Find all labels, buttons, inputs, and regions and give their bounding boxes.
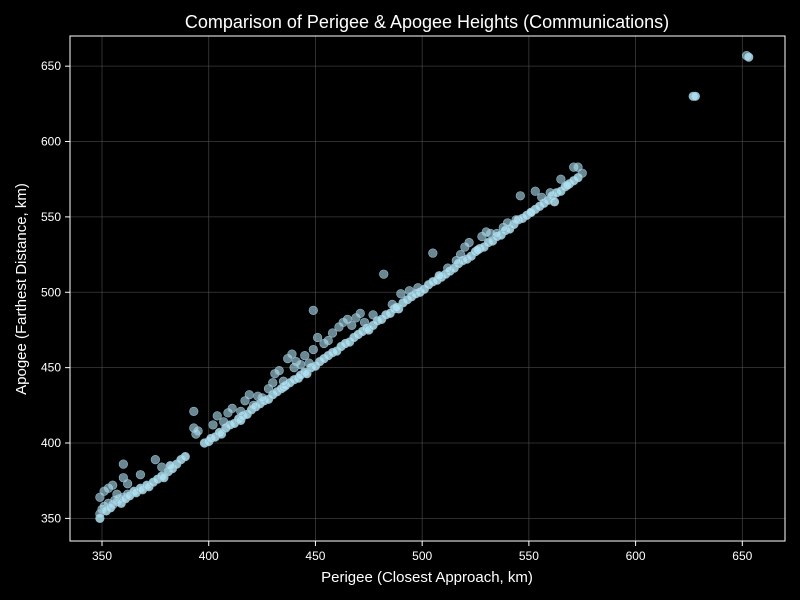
data-point bbox=[108, 480, 118, 490]
data-point bbox=[473, 245, 483, 255]
data-point bbox=[562, 180, 572, 190]
data-point bbox=[118, 459, 128, 469]
x-tick-label: 650 bbox=[732, 549, 752, 563]
data-point bbox=[157, 462, 167, 472]
data-point bbox=[396, 289, 406, 299]
data-point bbox=[189, 406, 199, 416]
data-point bbox=[434, 271, 444, 281]
data-point bbox=[193, 426, 203, 436]
y-tick-label: 500 bbox=[41, 285, 61, 299]
data-point bbox=[165, 461, 175, 471]
x-tick-label: 350 bbox=[92, 549, 112, 563]
data-point bbox=[443, 263, 453, 273]
data-point bbox=[227, 403, 237, 413]
data-point bbox=[278, 376, 289, 386]
data-point bbox=[549, 197, 560, 207]
data-point bbox=[323, 335, 333, 346]
y-axis-ticks: 350 400 450 500 550 600 650 bbox=[41, 59, 70, 525]
data-point bbox=[355, 308, 365, 318]
data-point bbox=[295, 360, 306, 370]
data-point bbox=[545, 188, 555, 198]
x-axis-label: Perigee (Closest Approach, km) bbox=[321, 569, 533, 586]
data-point bbox=[413, 283, 423, 293]
x-tick-label: 550 bbox=[519, 549, 539, 563]
data-point bbox=[359, 317, 370, 328]
data-point bbox=[208, 420, 218, 430]
y-tick-label: 450 bbox=[41, 361, 61, 375]
data-point bbox=[511, 215, 521, 225]
data-point bbox=[150, 454, 160, 465]
y-axis-label: Apogee (Farthest Distance, km) bbox=[13, 183, 30, 395]
data-point bbox=[464, 237, 474, 248]
data-point bbox=[257, 393, 267, 403]
data-point bbox=[212, 411, 222, 421]
data-point bbox=[455, 249, 466, 260]
data-point bbox=[304, 358, 314, 368]
data-point bbox=[368, 310, 378, 320]
data-point bbox=[274, 366, 284, 376]
data-point bbox=[312, 332, 323, 343]
data-point bbox=[308, 344, 318, 355]
chart-title: Comparison of Perigee & Apogee Heights (… bbox=[185, 12, 669, 32]
data-point bbox=[236, 406, 246, 416]
data-point bbox=[556, 174, 566, 184]
data-point bbox=[112, 489, 122, 499]
data-point bbox=[526, 207, 536, 217]
x-tick-label: 500 bbox=[412, 549, 432, 563]
y-tick-label: 350 bbox=[41, 511, 61, 525]
x-tick-label: 400 bbox=[199, 549, 219, 563]
y-tick-label: 650 bbox=[41, 59, 61, 73]
data-point bbox=[248, 400, 259, 410]
x-tick-label: 600 bbox=[626, 549, 646, 563]
data-points bbox=[95, 50, 754, 523]
data-point bbox=[404, 286, 414, 296]
data-point bbox=[268, 378, 278, 388]
y-tick-label: 400 bbox=[41, 436, 61, 450]
data-point bbox=[300, 350, 310, 361]
y-tick-label: 550 bbox=[41, 210, 61, 224]
data-point bbox=[515, 191, 525, 201]
data-point bbox=[135, 470, 146, 480]
data-point bbox=[123, 479, 133, 489]
data-point bbox=[327, 328, 338, 338]
data-point bbox=[690, 91, 700, 101]
data-point bbox=[244, 390, 254, 400]
data-point bbox=[219, 417, 229, 427]
data-point bbox=[492, 228, 502, 239]
x-tick-label: 450 bbox=[305, 549, 325, 563]
data-point bbox=[502, 218, 513, 228]
data-point bbox=[537, 192, 547, 202]
data-point bbox=[428, 248, 438, 258]
data-point bbox=[744, 52, 754, 62]
data-point bbox=[347, 320, 357, 331]
data-point bbox=[573, 162, 583, 172]
data-point bbox=[391, 302, 402, 312]
data-point bbox=[379, 269, 389, 279]
x-axis-ticks: 350 400 450 500 550 600 650 bbox=[92, 541, 753, 563]
plot-frame bbox=[69, 35, 786, 542]
data-point bbox=[308, 305, 318, 315]
data-point bbox=[287, 349, 297, 359]
y-tick-label: 600 bbox=[41, 135, 61, 149]
data-point bbox=[530, 186, 540, 196]
data-point bbox=[180, 451, 190, 462]
